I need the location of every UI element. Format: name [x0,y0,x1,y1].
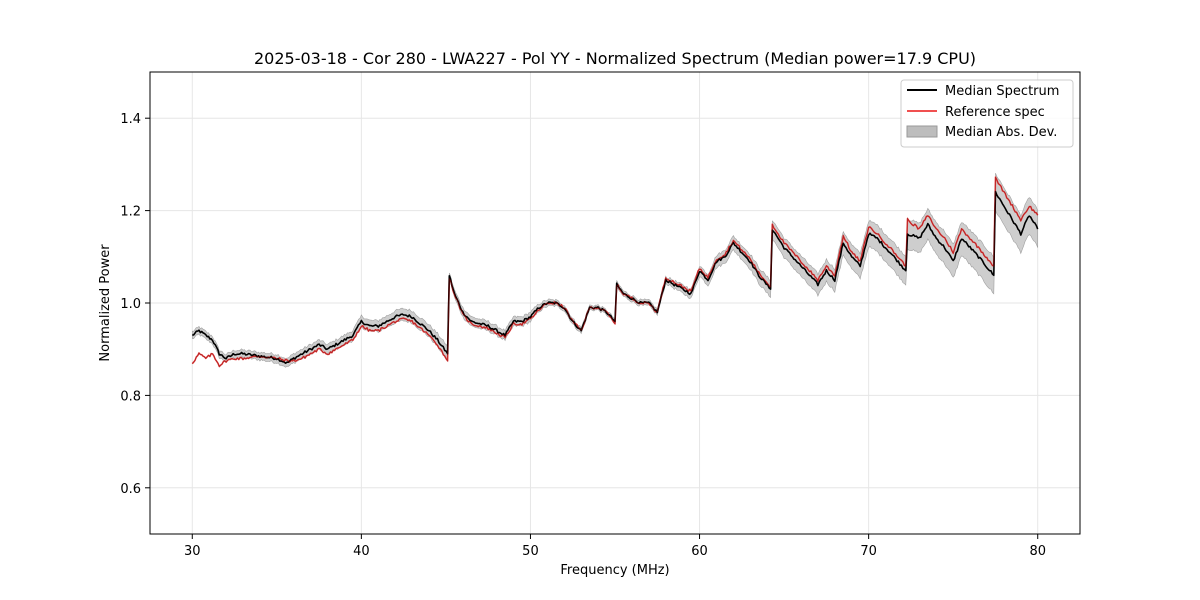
chart-title: 2025-03-18 - Cor 280 - LWA227 - Pol YY -… [254,49,976,68]
y-tick-label: 1.2 [120,205,141,220]
y-tick-label: 1.4 [120,112,141,127]
series-layer [191,176,1039,368]
x-axis-label: Frequency (MHz) [560,563,669,578]
x-tick-label: 50 [522,544,539,559]
y-tick-label: 0.8 [120,389,141,404]
y-axis-label: Normalized Power [98,244,113,362]
legend-box [900,79,1074,148]
legend-median-label: Median Spectrum [945,84,1059,99]
legend-mad-swatch [906,125,938,138]
legend: Median Spectrum Reference spec Median Ab… [900,79,1074,148]
legend-mad-label: Median Abs. Dev. [945,125,1057,140]
legend-reference-label: Reference spec [945,105,1045,120]
y-tick-label: 0.6 [120,482,141,497]
x-tick-label: 80 [1029,544,1046,559]
x-tick-label: 60 [691,544,708,559]
x-axis: 30 40 50 60 70 80 [184,534,1046,559]
x-tick-label: 70 [860,544,877,559]
series-line-reference-overlay [191,176,1039,368]
x-tick-label: 30 [184,544,201,559]
y-axis: 0.6 0.8 1.0 1.2 1.4 [120,112,150,497]
y-tick-label: 1.0 [120,297,141,312]
x-tick-label: 40 [353,544,370,559]
